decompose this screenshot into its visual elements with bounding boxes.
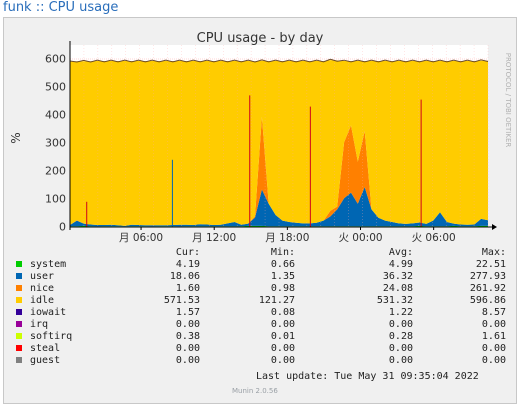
legend-swatch bbox=[16, 333, 22, 339]
legend-value-avg: 0.00 bbox=[388, 319, 413, 330]
legend-value-cur: 4.19 bbox=[175, 259, 200, 270]
legend-value-max: 8.57 bbox=[481, 307, 506, 318]
y-tick-label: 200 bbox=[45, 165, 66, 178]
y-tick-label: 500 bbox=[45, 81, 66, 94]
series-area-idle bbox=[70, 60, 488, 226]
legend-swatch bbox=[16, 321, 22, 327]
legend-header: Min: bbox=[270, 247, 295, 258]
x-tick-label: 火 06:00 bbox=[412, 232, 456, 244]
x-tick-label: 月 18:00 bbox=[265, 232, 309, 244]
legend-header: Avg: bbox=[388, 247, 413, 258]
legend-value-max: 0.00 bbox=[481, 355, 506, 366]
legend-series-name: nice bbox=[30, 283, 55, 294]
legend-value-min: 0.00 bbox=[270, 343, 295, 354]
x-tick-label: 月 06:00 bbox=[119, 232, 163, 244]
page-title-link[interactable]: funk :: CPU usage bbox=[3, 0, 119, 15]
legend-value-avg: 24.08 bbox=[382, 283, 413, 294]
legend-value-cur: 1.57 bbox=[175, 307, 200, 318]
legend-header-row: Cur: Min: Avg: Max: bbox=[16, 247, 506, 258]
legend-value-min: 0.08 bbox=[270, 307, 295, 318]
legend-header: Cur: bbox=[175, 247, 200, 258]
legend-swatch bbox=[16, 297, 22, 303]
y-tick-label: 100 bbox=[45, 193, 66, 206]
legend-value-avg: 0.28 bbox=[388, 331, 413, 342]
legend-series-name: iowait bbox=[30, 307, 67, 318]
legend-row: nice 1.60 0.98 24.08 261.92 bbox=[16, 283, 506, 294]
legend-value-cur: 0.00 bbox=[175, 343, 200, 354]
legend-row: system 4.19 0.66 4.99 22.51 bbox=[16, 259, 506, 270]
legend-value-avg: 36.32 bbox=[382, 271, 413, 282]
legend-value-cur: 0.00 bbox=[175, 355, 200, 366]
x-tick-label: 月 12:00 bbox=[192, 232, 236, 244]
legend-value-max: 261.92 bbox=[469, 283, 506, 294]
legend-value-min: 0.00 bbox=[270, 319, 295, 330]
legend-row: idle 571.53 121.27 531.32 596.86 bbox=[16, 295, 506, 306]
legend-value-avg: 531.32 bbox=[376, 295, 413, 306]
y-tick-label: 300 bbox=[45, 137, 66, 150]
legend-value-min: 0.98 bbox=[270, 283, 295, 294]
legend-swatch bbox=[16, 309, 22, 315]
legend-series-name: guest bbox=[30, 355, 61, 366]
legend-value-min: 0.00 bbox=[270, 355, 295, 366]
legend-series-name: idle bbox=[30, 295, 55, 306]
legend-row: iowait 1.57 0.08 1.22 8.57 bbox=[16, 307, 506, 318]
legend-value-max: 277.93 bbox=[469, 271, 506, 282]
legend-series-name: user bbox=[30, 271, 55, 282]
legend-value-cur: 18.06 bbox=[169, 271, 200, 282]
legend-value-cur: 0.38 bbox=[175, 331, 200, 342]
legend-value-max: 0.00 bbox=[481, 343, 506, 354]
legend-series-name: softirq bbox=[30, 331, 73, 342]
legend-header: Max: bbox=[481, 247, 506, 258]
legend-value-min: 0.01 bbox=[270, 331, 295, 342]
legend-value-avg: 0.00 bbox=[388, 355, 413, 366]
legend-value-avg: 4.99 bbox=[388, 259, 413, 270]
legend-value-max: 1.61 bbox=[481, 331, 506, 342]
y-tick-label: 400 bbox=[45, 109, 66, 122]
legend-row: steal 0.00 0.00 0.00 0.00 bbox=[16, 343, 506, 354]
legend-row: irq 0.00 0.00 0.00 0.00 bbox=[16, 319, 506, 330]
legend-value-max: 22.51 bbox=[475, 259, 506, 270]
legend-row: guest 0.00 0.00 0.00 0.00 bbox=[16, 355, 506, 366]
total-line bbox=[69, 58, 489, 63]
y-tick-label: 0 bbox=[59, 221, 66, 234]
legend-row: user 18.06 1.35 36.32 277.93 bbox=[16, 271, 506, 282]
legend-swatch bbox=[16, 273, 22, 279]
chart-title: CPU usage - by day bbox=[197, 31, 324, 46]
legend-value-cur: 1.60 bbox=[175, 283, 200, 294]
legend-value-cur: 571.53 bbox=[163, 295, 200, 306]
legend-swatch bbox=[16, 285, 22, 291]
side-label: PROTOCOL / TOBI OETIKER bbox=[504, 53, 512, 148]
legend-value-max: 596.86 bbox=[469, 295, 506, 306]
legend-value-cur: 0.00 bbox=[175, 319, 200, 330]
legend-swatch bbox=[16, 345, 22, 351]
legend-value-avg: 0.00 bbox=[388, 343, 413, 354]
legend-value-min: 1.35 bbox=[270, 271, 295, 282]
munin-version-label: Munin 2.0.56 bbox=[232, 387, 278, 395]
legend-swatch bbox=[16, 357, 22, 363]
legend-series-name: steal bbox=[30, 343, 61, 354]
legend-value-max: 0.00 bbox=[481, 319, 506, 330]
last-update-label: Last update: Tue May 31 09:35:04 2022 bbox=[256, 371, 479, 382]
legend-value-min: 0.66 bbox=[270, 259, 295, 270]
y-tick-label: 600 bbox=[45, 53, 66, 66]
y-axis-label: % bbox=[9, 132, 23, 143]
legend-value-avg: 1.22 bbox=[388, 307, 413, 318]
x-axis-arrow bbox=[492, 224, 497, 230]
legend-value-min: 121.27 bbox=[258, 295, 295, 306]
legend-series-name: system bbox=[30, 259, 67, 270]
legend-row: softirq 0.38 0.01 0.28 1.61 bbox=[16, 331, 506, 342]
x-tick-label: 火 00:00 bbox=[338, 232, 382, 244]
legend-swatch bbox=[16, 261, 22, 267]
legend-series-name: irq bbox=[30, 319, 49, 330]
